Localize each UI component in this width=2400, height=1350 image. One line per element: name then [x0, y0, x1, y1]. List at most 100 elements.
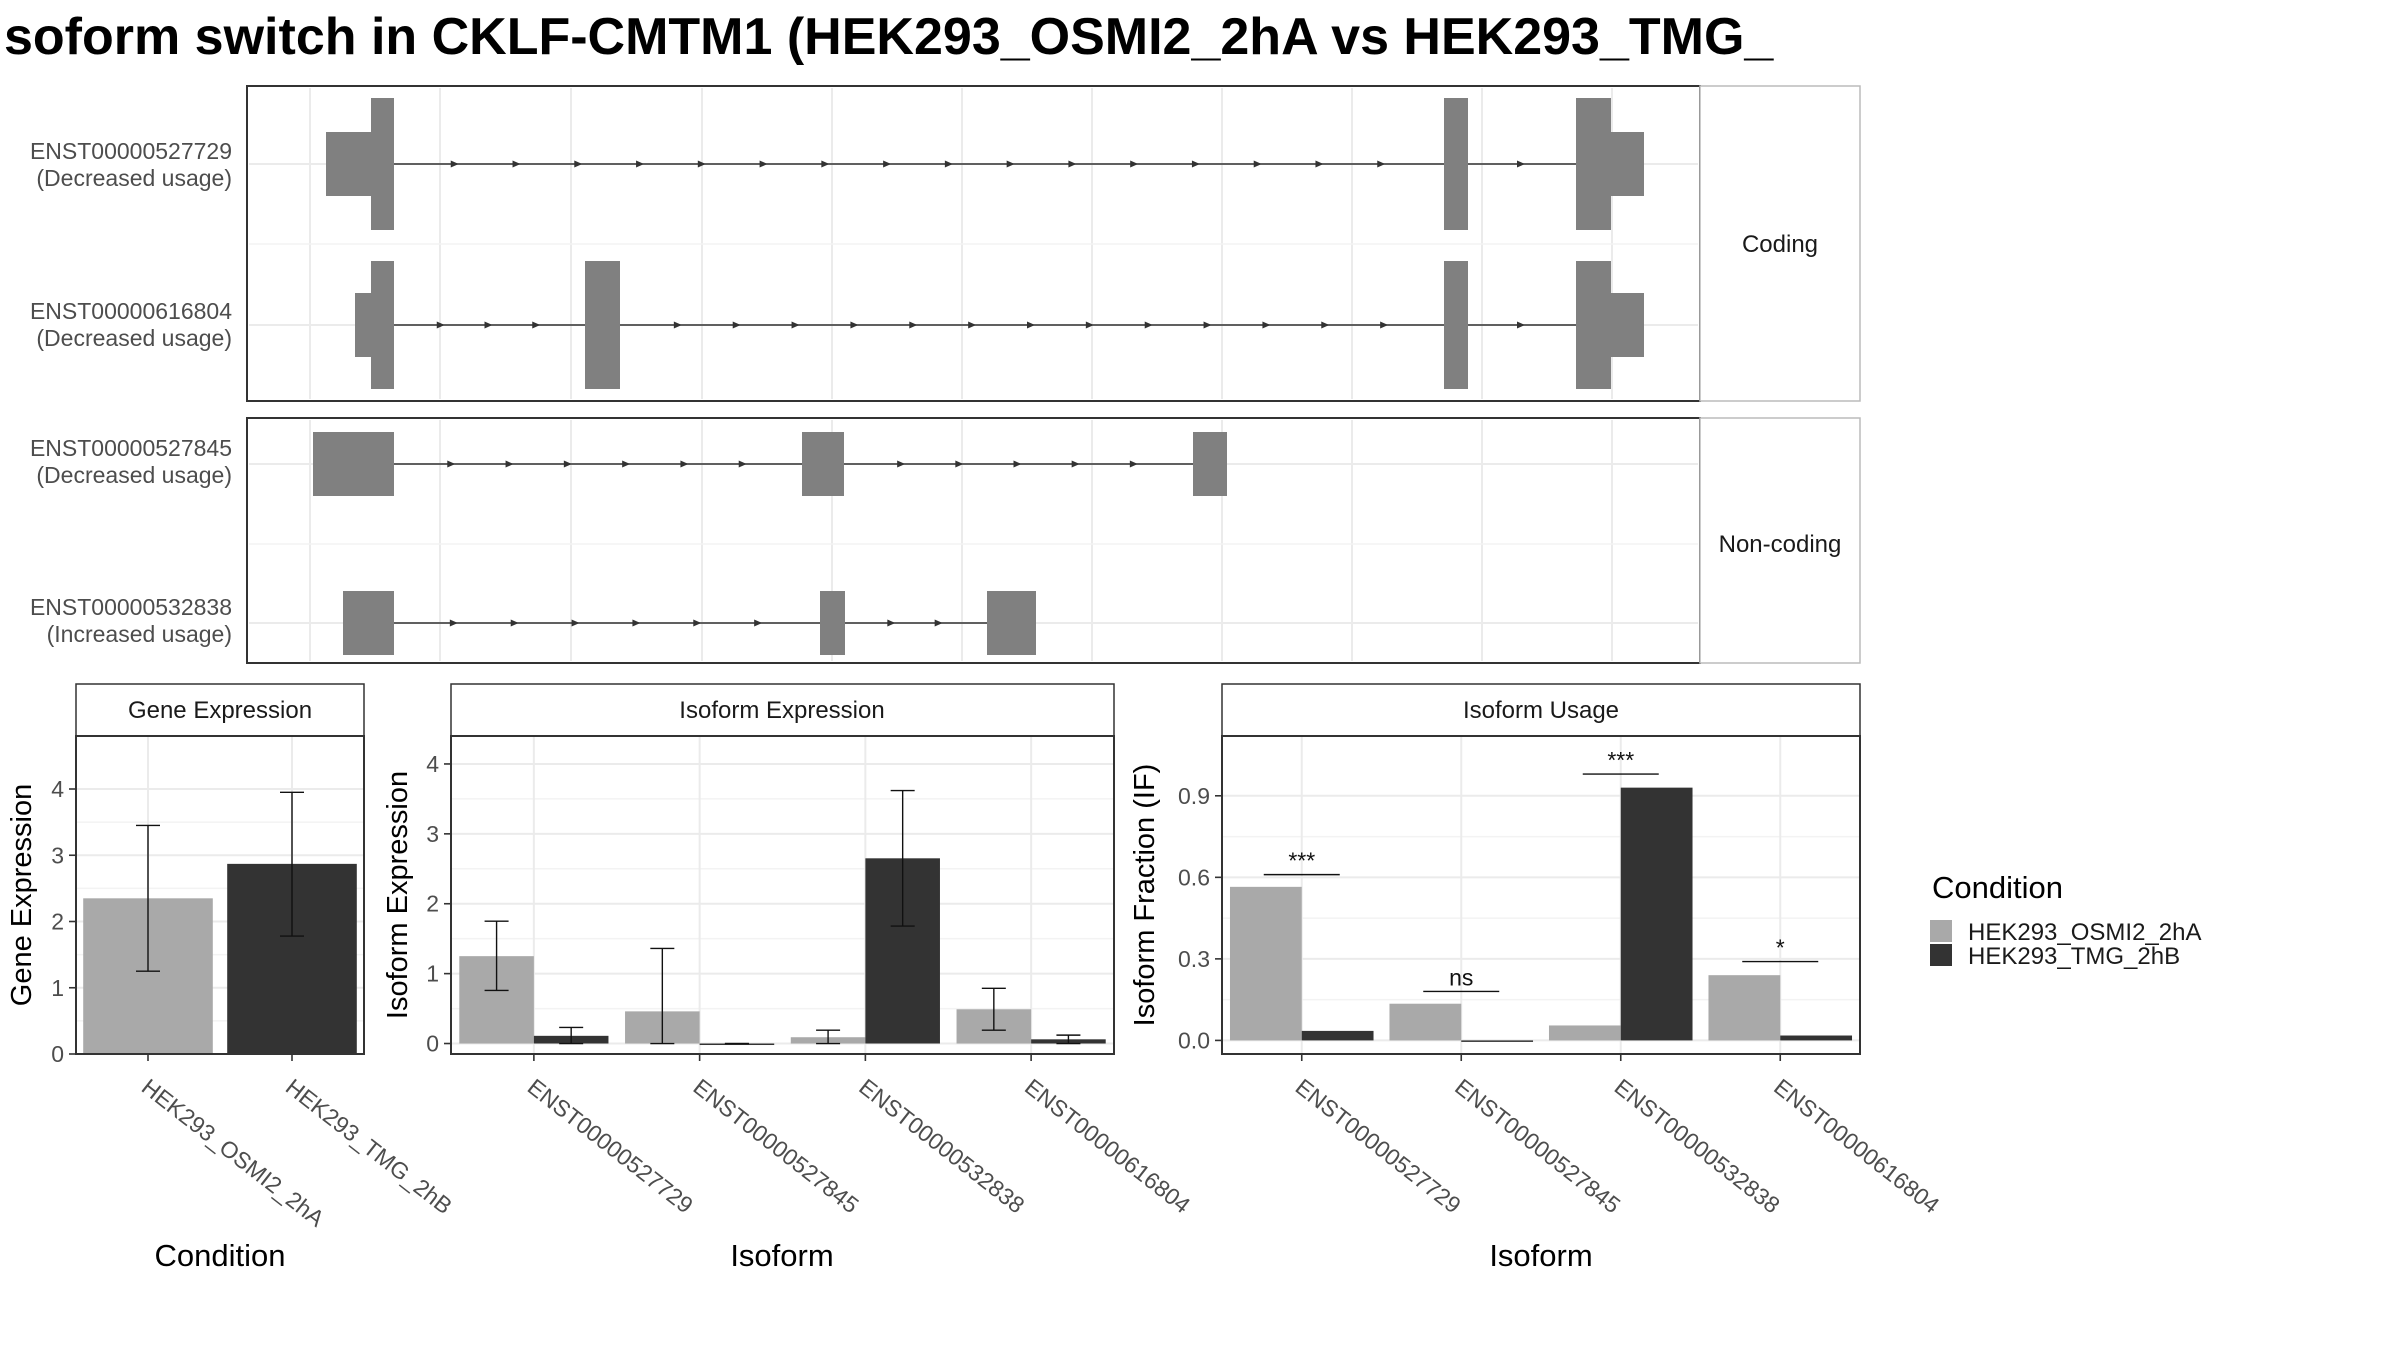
y-tick-label: 1: [51, 975, 64, 1001]
intron-arrow: [1191, 160, 1200, 168]
transcript-usage-532838: (Increased usage): [47, 621, 232, 647]
bar: [1389, 1003, 1462, 1041]
intron-arrow: [1130, 160, 1139, 168]
isoform-usage-x-ticks: ENST00000527729ENST00000527845ENST000005…: [1291, 1054, 1945, 1218]
intron-arrow: [574, 160, 583, 168]
isoform-expression-x-ticks: ENST00000527729ENST00000527845ENST000005…: [523, 1054, 1195, 1218]
bar: [1780, 1035, 1853, 1041]
x-tick-label: ENST00000616804: [1769, 1073, 1944, 1218]
exon-block: [1576, 98, 1611, 230]
intron-arrow: [897, 460, 906, 468]
bar: [699, 1043, 775, 1046]
intron-arrow: [632, 619, 641, 627]
intron-arrow: [1006, 160, 1015, 168]
isoform-usage-xlabel: Isoform: [1489, 1238, 1592, 1273]
y-tick-label: 0.9: [1178, 783, 1210, 809]
exon-block: [1611, 132, 1644, 196]
significance-label: *: [1776, 935, 1785, 961]
gene-expression-border: [75, 735, 365, 1055]
intron-arrow: [1262, 321, 1271, 329]
intron-arrow: [1380, 321, 1389, 329]
significance-label: ***: [1288, 848, 1315, 874]
x-tick-label: ENST00000532838: [1610, 1073, 1785, 1218]
y-tick-label: 3: [51, 842, 64, 868]
intron-arrow: [1027, 321, 1035, 329]
legend-title: Condition: [1932, 870, 2063, 905]
y-tick-label: 2: [426, 891, 439, 917]
exon-block: [371, 98, 394, 230]
intron-arrow: [1085, 321, 1094, 329]
isoform-expression-ylabel: Isoform Expression: [382, 771, 414, 1019]
x-tick-label: ENST00000527845: [689, 1073, 864, 1218]
exon-block: [1611, 293, 1644, 357]
transcript-usage-527729: (Decreased usage): [36, 165, 232, 191]
intron-arrow: [1253, 160, 1262, 168]
coding-facet-label: Coding: [1742, 231, 1818, 258]
exon-block: [1444, 98, 1468, 230]
legend: Condition HEK293_OSMI2_2hA HEK293_TMG_2h…: [1930, 870, 2201, 970]
intron-arrow: [1068, 160, 1077, 168]
intron-arrow: [887, 619, 896, 627]
isoform-usage-strip: [1221, 683, 1861, 737]
exon-block: [313, 432, 394, 496]
x-tick-label: ENST00000527845: [1450, 1073, 1625, 1218]
intron-arrow: [883, 160, 892, 168]
gene-expression-bars: [83, 791, 357, 1054]
intron-arrow: [512, 160, 521, 168]
intron-arrow: [732, 321, 741, 329]
intron-arrow: [510, 619, 519, 627]
exon-block: [1576, 261, 1611, 389]
structure-tracks: [313, 98, 1644, 655]
transcript-label-527845: ENST00000527845: [30, 435, 232, 461]
intron-arrow: [968, 321, 977, 329]
isoform-expression-bars: [459, 789, 1106, 1046]
isoform-expression-y-ticks: 0 1 2 3 4: [426, 751, 451, 1057]
x-tick-label: ENST00000527729: [1291, 1073, 1466, 1218]
intron-arrow: [563, 460, 572, 468]
y-tick-label: 0.3: [1178, 946, 1210, 972]
isoform-expression-strip-label: Isoform Expression: [679, 697, 884, 724]
intron-arrow: [934, 619, 943, 627]
exon-block: [1444, 261, 1468, 389]
exon-block: [585, 261, 620, 389]
intron-arrow: [1129, 460, 1138, 468]
bar: [1548, 1025, 1621, 1041]
noncoding-facet-label: Non-coding: [1719, 531, 1842, 558]
gene-expression-ylabel: Gene Expression: [6, 784, 38, 1006]
isoform-usage-panel: Isoform Usage ***ns**** 0.00.30.60.9 ENS…: [1129, 683, 1945, 1273]
gene-expression-y-ticks: 0 1 2 3 4: [51, 776, 76, 1067]
significance-label: ns: [1449, 964, 1473, 990]
intron-arrow: [1013, 460, 1022, 468]
exon-block: [355, 293, 371, 357]
significance-label: ***: [1607, 747, 1634, 773]
exon-block: [987, 591, 1036, 655]
track-527845: [313, 432, 1227, 496]
legend-label-tmg: HEK293_TMG_2hB: [1968, 943, 2180, 970]
y-tick-label: 0: [426, 1031, 439, 1057]
exon-block: [326, 132, 371, 196]
isoform-expression-panel: Isoform Expression 0 1 2 3 4 ENST00000527729…: [382, 683, 1195, 1273]
intron-arrow: [955, 460, 964, 468]
intron-arrow: [1071, 460, 1080, 468]
bar: [1620, 787, 1693, 1041]
exon-block: [371, 261, 394, 389]
isoform-expression-xlabel: Isoform: [730, 1238, 833, 1273]
y-tick-label: 1: [426, 961, 439, 987]
track-616804: [355, 261, 1644, 389]
intron-arrow: [697, 160, 706, 168]
bar: [1708, 975, 1781, 1041]
exon-block: [1193, 432, 1227, 496]
exon-block: [820, 591, 845, 655]
y-tick-label: 0.0: [1178, 1027, 1210, 1053]
isoform-usage-ylabel: Isoform Fraction (IF): [1129, 764, 1161, 1027]
intron-arrow: [1203, 321, 1212, 329]
intron-arrow: [1377, 160, 1386, 168]
intron-arrow: [738, 460, 747, 468]
track-527729: [326, 98, 1644, 230]
intron-arrow: [505, 460, 514, 468]
intron-arrow: [636, 160, 645, 168]
intron-arrow: [850, 321, 859, 329]
intron-arrow: [1517, 160, 1525, 168]
isoform-expression-border: [450, 735, 1115, 1055]
